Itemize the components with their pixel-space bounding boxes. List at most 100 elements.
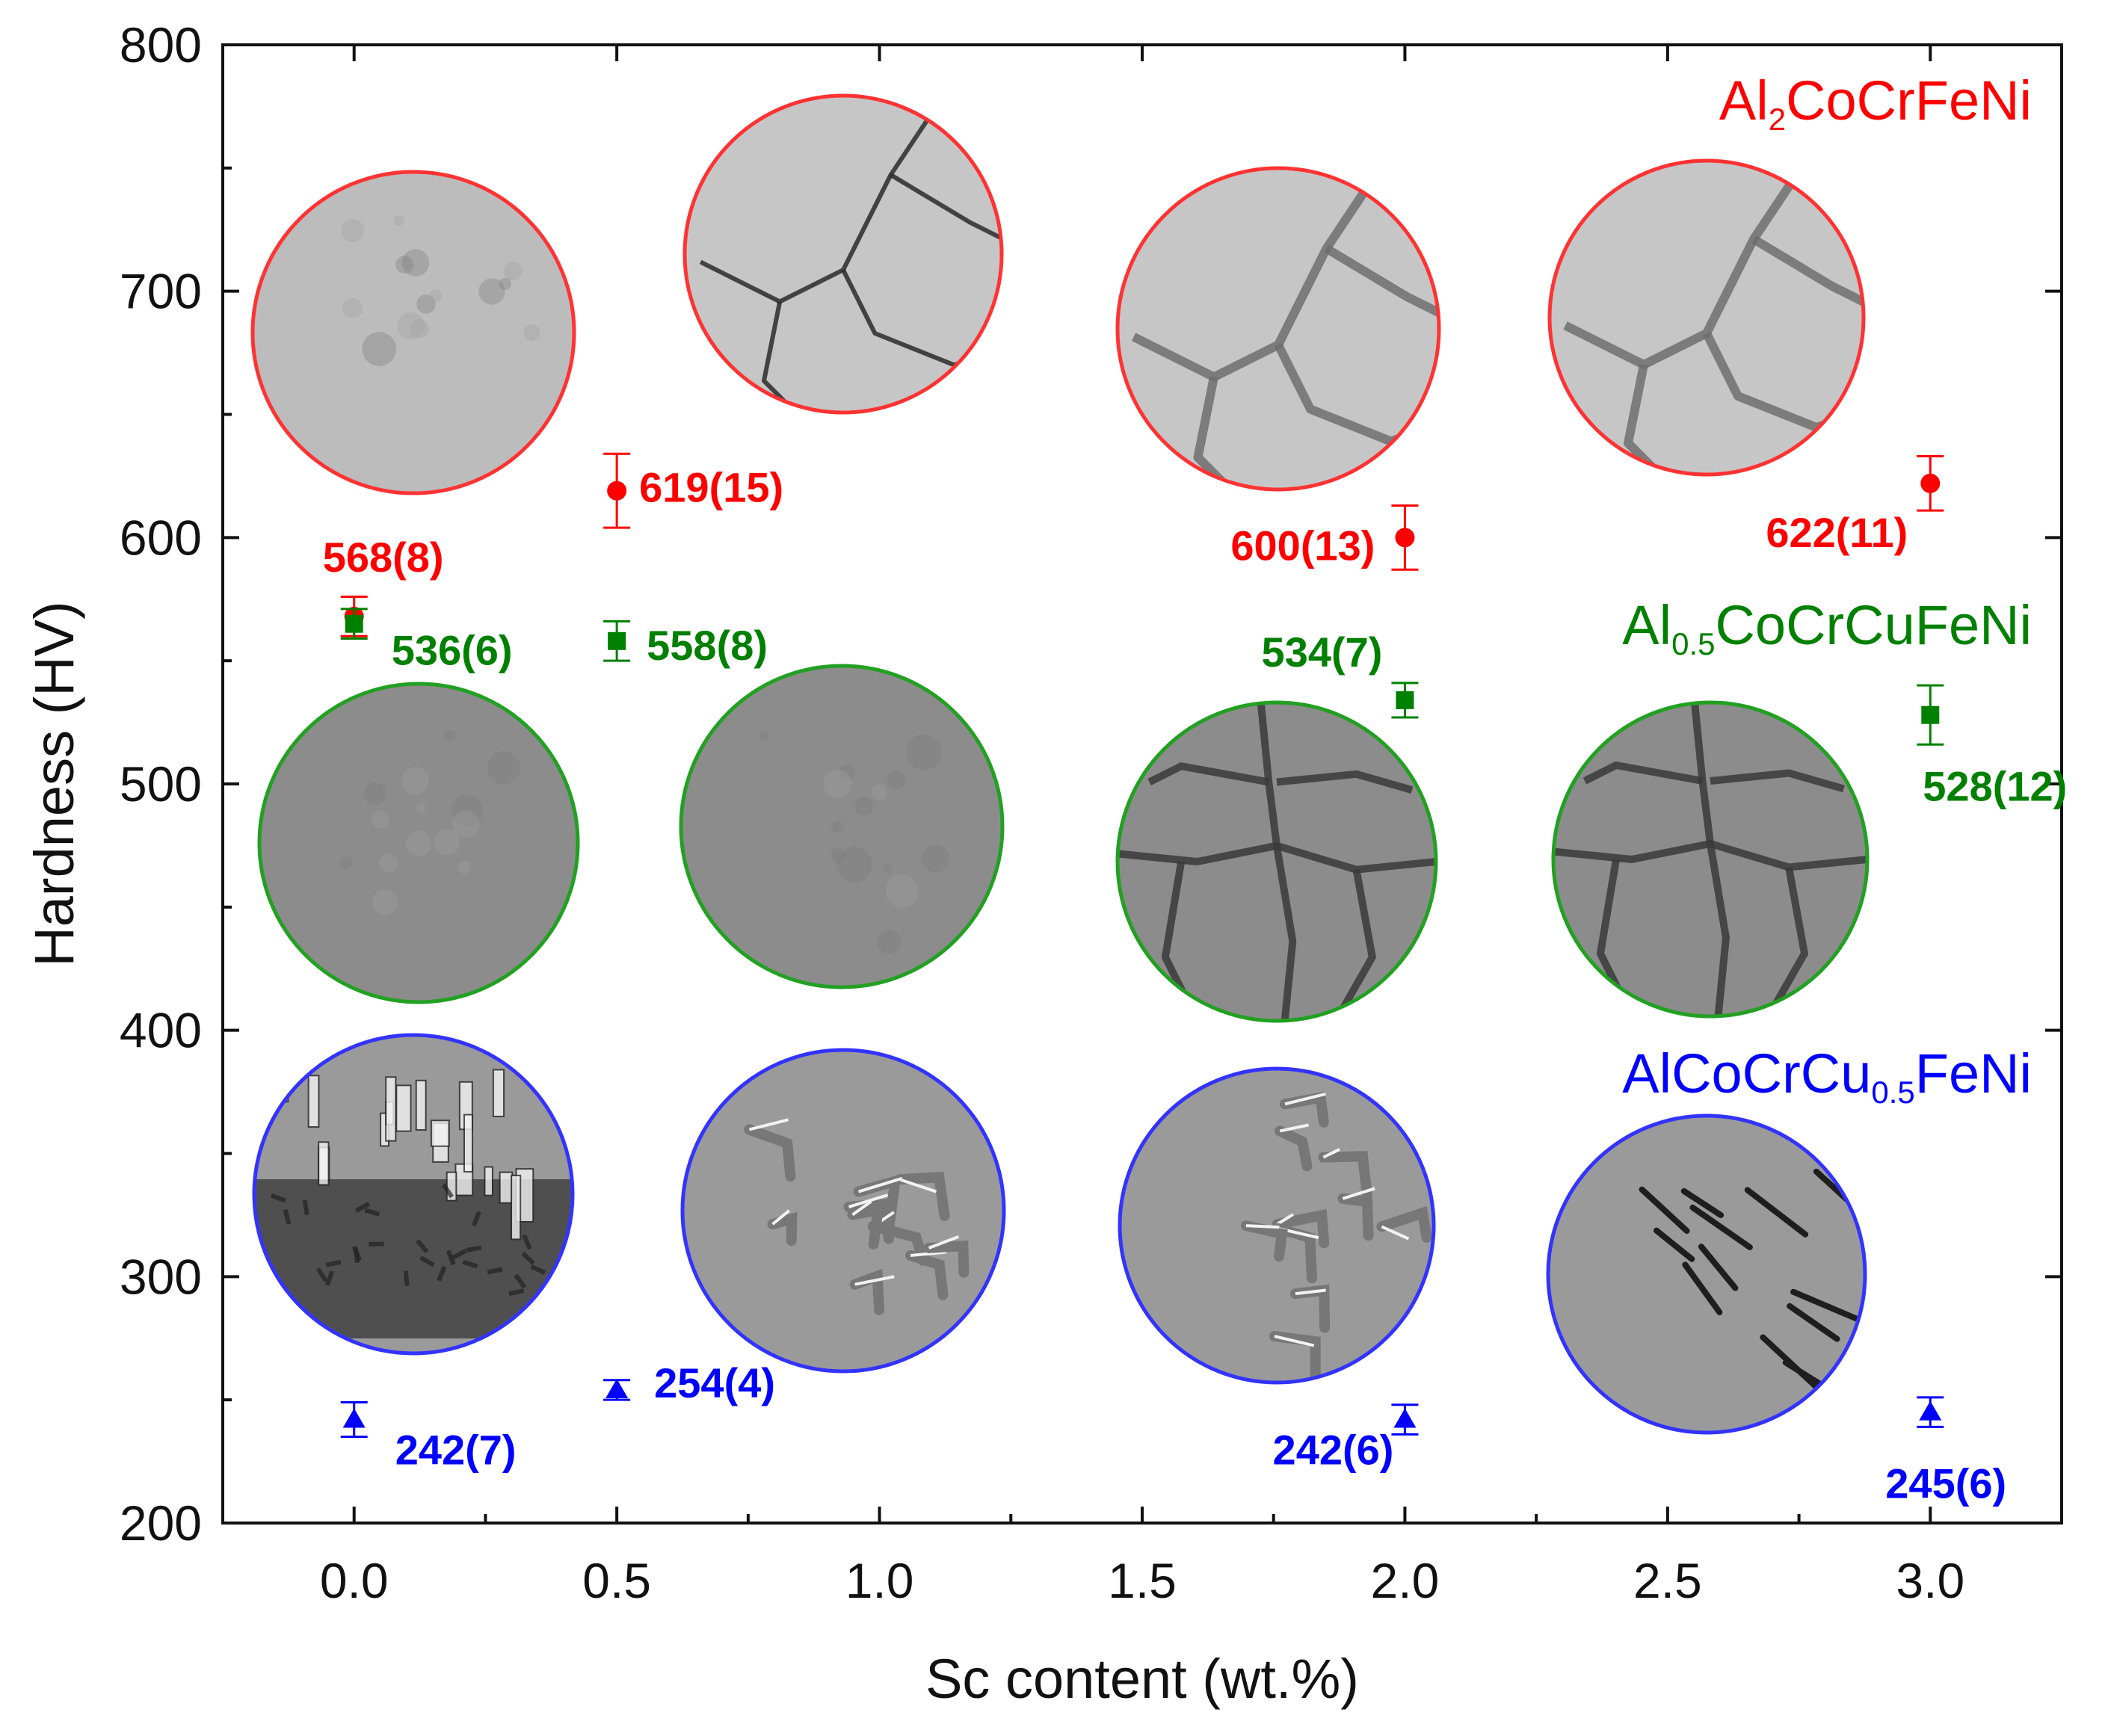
y-tick-label: 200 bbox=[120, 1495, 202, 1551]
grain-boundary bbox=[1582, 762, 1704, 785]
dendrite bbox=[307, 1075, 320, 1128]
speckle bbox=[836, 847, 872, 883]
micrograph bbox=[259, 684, 578, 1002]
phase-particle bbox=[1275, 1125, 1313, 1172]
data-label: 254(4) bbox=[654, 1359, 775, 1406]
micrograph-border bbox=[257, 682, 580, 1004]
needle bbox=[325, 1270, 335, 1286]
needle bbox=[354, 1202, 371, 1213]
micrograph-border bbox=[252, 1033, 575, 1356]
elongated-particle bbox=[1787, 1303, 1840, 1342]
phase-edge bbox=[1245, 1224, 1280, 1229]
speckle bbox=[393, 215, 404, 226]
phase-particle bbox=[1240, 1220, 1288, 1262]
phase-particle bbox=[744, 1124, 796, 1182]
micrograph bbox=[685, 96, 1002, 413]
phase-particle bbox=[1272, 1208, 1330, 1249]
needle bbox=[364, 1208, 380, 1217]
micrograph-border bbox=[1115, 166, 1441, 492]
speckle bbox=[363, 782, 386, 806]
micrograph-border bbox=[682, 93, 1004, 415]
speckle bbox=[341, 219, 364, 242]
elongated-particle bbox=[1682, 1261, 1723, 1315]
dendrite bbox=[415, 1079, 427, 1131]
micrograph bbox=[682, 1050, 1004, 1371]
data-point-circle bbox=[607, 481, 627, 501]
elongated-particle bbox=[1744, 1187, 1809, 1238]
phase-particle bbox=[1376, 1205, 1432, 1243]
y-tick-label: 400 bbox=[120, 1003, 202, 1058]
needle bbox=[270, 1193, 286, 1203]
x-tick-label: 2.0 bbox=[1371, 1553, 1440, 1608]
dendrite bbox=[484, 1166, 493, 1196]
dendrite bbox=[511, 1174, 522, 1241]
micrograph-border bbox=[1551, 700, 1870, 1019]
micrograph-background bbox=[1118, 168, 1439, 489]
micrograph bbox=[1548, 1116, 1865, 1433]
data-layer bbox=[340, 452, 1944, 1439]
phase-edge bbox=[748, 1118, 789, 1131]
grain-boundary bbox=[1710, 769, 1845, 793]
needle bbox=[315, 1267, 328, 1283]
y-tick-label: 500 bbox=[120, 756, 202, 812]
data-point-triangle bbox=[605, 1378, 629, 1398]
data-point-square bbox=[608, 631, 626, 650]
speckle bbox=[397, 312, 425, 340]
grain-boundary bbox=[890, 173, 1002, 241]
speckle bbox=[503, 262, 523, 281]
dendrite bbox=[395, 1084, 412, 1132]
data-point-square bbox=[1921, 705, 1940, 724]
elongated-particle bbox=[1790, 1288, 1865, 1326]
speckle bbox=[523, 324, 540, 342]
x-tick-label: 2.5 bbox=[1633, 1553, 1702, 1608]
elongated-particle bbox=[1653, 1227, 1695, 1262]
phase-edge bbox=[1295, 1288, 1326, 1296]
micrograph-background bbox=[1550, 161, 1864, 475]
data-point-triangle bbox=[1919, 1400, 1942, 1421]
elongated-particle bbox=[1698, 1244, 1739, 1291]
grain-boundary bbox=[1257, 702, 1297, 1021]
micrograph-border bbox=[250, 170, 576, 495]
elongated-particle bbox=[1680, 1187, 1725, 1219]
speckle bbox=[831, 821, 844, 833]
data-label: 622(11) bbox=[1766, 509, 1908, 556]
needle bbox=[466, 1245, 482, 1252]
dendrite bbox=[558, 1069, 573, 1120]
speckle bbox=[339, 856, 353, 870]
needle bbox=[521, 1251, 536, 1265]
data-label: 534(7) bbox=[1262, 628, 1383, 676]
needle bbox=[283, 1208, 292, 1225]
phase-edge bbox=[1381, 1225, 1410, 1241]
needle bbox=[514, 1273, 527, 1289]
phase-edge bbox=[899, 1178, 937, 1193]
speckle bbox=[854, 796, 874, 816]
micrograph-border bbox=[1115, 700, 1438, 1023]
dendrite bbox=[385, 1076, 397, 1142]
grain-boundary bbox=[1337, 868, 1376, 1015]
speckle bbox=[478, 278, 505, 305]
phase-edge bbox=[851, 1199, 872, 1217]
needle bbox=[403, 1270, 410, 1286]
micrograph bbox=[1553, 702, 1867, 1016]
data-point-circle bbox=[1920, 473, 1941, 493]
grain-boundary bbox=[1324, 244, 1439, 317]
x-tick-label: 0.0 bbox=[320, 1553, 389, 1608]
speckle bbox=[362, 332, 397, 366]
needle bbox=[508, 1288, 525, 1297]
grain-boundary bbox=[1751, 235, 1864, 306]
micrograph bbox=[254, 1035, 573, 1353]
speckle bbox=[379, 853, 398, 873]
micrograph-background bbox=[1548, 1116, 1865, 1433]
needle bbox=[419, 1255, 435, 1267]
micrograph bbox=[253, 172, 574, 493]
phase-edge bbox=[854, 1275, 895, 1286]
speckle bbox=[429, 289, 443, 303]
speckle bbox=[499, 277, 511, 291]
micrograph-border bbox=[680, 1048, 1006, 1374]
phase-particle bbox=[1337, 1193, 1374, 1241]
dendrite bbox=[318, 1141, 330, 1186]
data-label: 242(7) bbox=[395, 1427, 517, 1474]
micrograph bbox=[681, 666, 1002, 987]
micrograph-border bbox=[1118, 1066, 1436, 1385]
